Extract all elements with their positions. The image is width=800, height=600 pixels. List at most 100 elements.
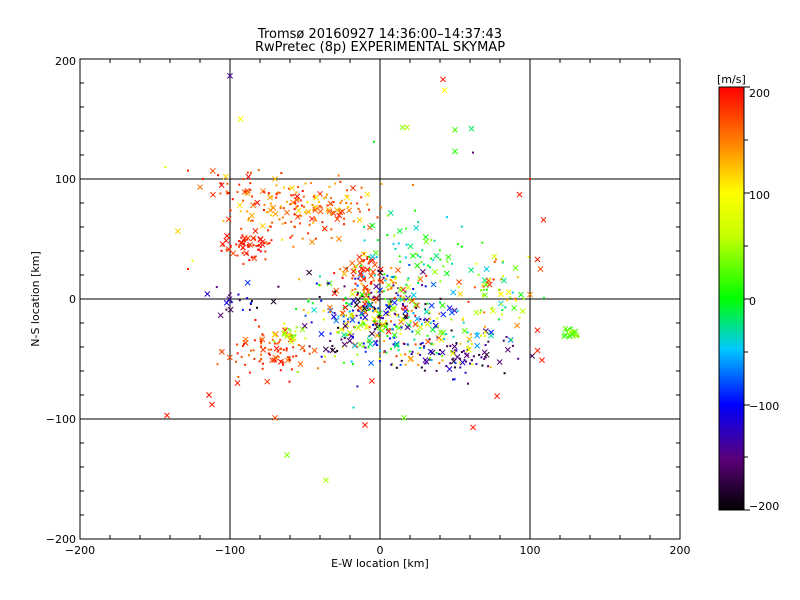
meteor-dot [311,302,314,305]
meteor-x-marker [364,191,371,198]
meteor-dot [438,249,441,252]
meteor-dot [446,345,449,348]
meteor-dot [397,299,400,302]
colorbar-tick-label: 0 [749,295,756,308]
meteor-x-marker [260,346,267,353]
meteor-dot [368,308,371,311]
meteor-dot [373,140,375,143]
meteor-dot [401,318,404,321]
meteor-dot [326,204,329,207]
meteor-dot [453,366,456,369]
meteor-dot [331,344,334,347]
meteor-x-marker [423,358,430,365]
meteor-x-marker [407,243,414,250]
meteor-dot [399,363,402,366]
meteor-dot [392,343,395,346]
chart-subtitle: RwPretec (8p) EXPERIMENTAL SKYMAP [254,40,506,55]
meteor-x-marker [461,327,468,334]
meteor-x-marker [306,269,313,276]
meteor-x-marker [350,298,357,304]
meteor-dot [399,260,402,263]
meteor-dot [367,293,370,296]
meteor-x-marker [227,306,234,313]
meteor-dot [363,322,366,325]
meteor-dot [476,332,479,335]
meteor-dot [304,337,307,340]
meteor-x-marker [410,292,417,299]
meteor-x-marker [395,267,401,273]
meteor-dot [246,210,249,213]
meteor-dot [302,309,305,312]
meteor-dot [362,290,365,293]
meteor-x-marker [368,377,375,384]
meteor-dot [260,353,263,356]
meteor-dot [416,254,419,257]
meteor-dot [275,193,278,196]
meteor-x-marker [562,325,569,332]
meteor-dot [261,367,264,370]
meteor-x-marker [401,414,407,421]
meteor-dot [366,339,369,342]
meteor-dot [297,344,300,347]
meteor-dot [390,320,393,323]
meteor-dot [380,206,383,209]
meteor-x-marker [463,352,470,359]
meteor-dot [240,355,243,358]
meteor-dot [225,190,228,193]
meteor-dot [390,276,393,279]
meteor-dot [398,255,401,258]
meteor-dot [328,185,331,188]
meteor-dot [517,357,520,360]
meteor-dot [257,169,260,172]
meteor-dot [453,351,456,354]
meteor-dot [436,317,439,320]
meteor-x-marker [439,349,446,356]
meteor-dot [285,347,288,350]
meteor-dot [226,192,229,195]
meteor-x-marker [341,270,348,277]
meteor-x-marker [254,199,261,206]
meteor-x-marker [323,477,329,484]
meteor-dot [405,283,408,286]
meteor-dot [345,302,348,305]
meteor-x-marker [433,252,440,259]
meteor-dot [422,346,425,349]
meteor-x-marker [376,310,383,317]
meteor-dot [396,314,399,317]
meteor-dot [382,351,385,354]
meteor-dot [501,308,504,311]
meteor-dot [294,334,297,337]
meteor-dot [414,314,417,317]
meteor-dot [390,300,393,303]
meteor-x-marker [357,270,364,277]
meteor-x-marker [337,209,344,216]
meteor-dot [385,277,388,280]
meteor-dot [260,357,263,360]
meteor-dot [418,346,421,349]
meteor-dot [351,289,354,292]
x-tick-label: −200 [65,544,95,557]
meteor-dot [249,303,252,306]
meteor-dot [302,195,305,198]
meteor-dot [454,361,457,364]
meteor-dot [318,295,321,298]
meteor-dot [250,256,253,259]
meteor-x-marker [237,116,244,122]
meteor-dot [470,359,473,362]
meteor-dot [432,319,435,322]
meteor-dot [466,354,469,357]
meteor-dot [395,292,398,295]
meteor-x-marker [342,304,349,311]
meteor-x-marker [420,268,426,275]
meteor-dot [411,330,414,333]
meteor-x-marker [514,322,521,329]
meteor-dot [328,282,331,285]
meteor-dot [282,186,285,189]
meteor-dot [268,341,271,344]
meteor-dot [424,362,427,365]
meteor-dot [383,350,386,353]
meteor-dot [339,201,342,204]
meteor-dot [480,289,483,292]
meteor-x-marker [358,310,365,317]
meteor-dot [393,312,396,315]
